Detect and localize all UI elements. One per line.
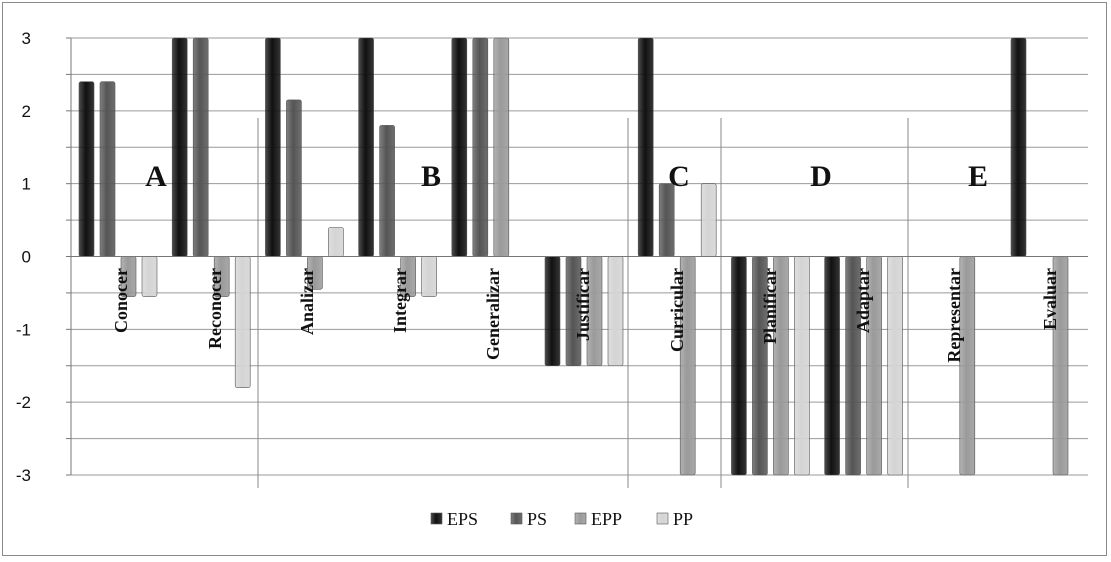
y-tick-label: 3	[22, 29, 31, 48]
group-label-d: D	[810, 160, 832, 193]
bar-ps-conocer	[99, 81, 116, 257]
legend-swatch	[510, 512, 523, 525]
y-tick-label: 2	[22, 102, 31, 121]
bar-eps-conocer	[78, 81, 95, 257]
y-tick-label: -3	[16, 466, 31, 485]
bar-pp-justificar	[607, 256, 624, 367]
category-label-evaluar: Evaluar	[1040, 268, 1060, 330]
y-tick-label: 0	[22, 248, 31, 267]
bar-ps-curricular	[658, 183, 675, 257]
bar-ps-integrar	[379, 125, 395, 257]
bar-eps-curricular	[637, 37, 654, 257]
labels: 3 2 1 0 -1 -2 -3 Conocer Reconocer Analizar Integr…	[16, 29, 1060, 485]
category-label-adaptar: Adaptar	[853, 268, 873, 333]
legend-swatch	[574, 512, 587, 525]
bar-pp-planificar	[794, 256, 810, 476]
group-label-c: C	[668, 160, 690, 193]
group-label-e: E	[968, 160, 988, 193]
bar-pp-adaptar	[887, 256, 903, 476]
legend-item-eps: EPS	[430, 509, 478, 529]
category-label-planificar: Planificar	[760, 268, 780, 344]
bar-eps-reconocer	[171, 37, 188, 257]
group-label-a: A	[145, 160, 167, 193]
bar-chart: 3 2 1 0 -1 -2 -3 Conocer Reconocer Analizar Integr…	[16, 29, 1088, 529]
legend-swatch	[656, 512, 669, 525]
group-dividers	[257, 118, 909, 488]
y-tick-label: 1	[22, 175, 31, 194]
bar-eps-planificar	[731, 256, 747, 476]
y-tick-label: -1	[16, 320, 31, 339]
bar-eps-adaptar	[824, 256, 840, 476]
legend: EPS PS EPP PP	[430, 509, 693, 529]
bar-eps-justificar	[544, 256, 561, 367]
category-label-integrar: Integrar	[390, 268, 410, 333]
legend-label: EPP	[591, 509, 622, 529]
category-label-conocer: Conocer	[111, 268, 131, 333]
bar-eps-evaluar	[1010, 37, 1027, 257]
category-label-analizar: Analizar	[297, 268, 317, 335]
bar-eps-integrar	[358, 37, 374, 257]
bar-ps-analizar	[286, 99, 302, 257]
legend-label: PS	[527, 509, 547, 529]
group-label-b: B	[421, 160, 441, 193]
legend-label: PP	[673, 509, 693, 529]
y-tick-label: -2	[16, 393, 31, 412]
category-label-reconocer: Reconocer	[205, 268, 225, 349]
category-label-generalizar: Generalizar	[483, 268, 503, 360]
category-label-curricular: Curricular	[667, 268, 687, 352]
bar-pp-reconocer	[234, 256, 251, 388]
axes	[66, 37, 1088, 476]
bar-epp-generalizar	[493, 37, 510, 257]
legend-item-ps: PS	[510, 509, 547, 529]
category-label-representar: Representar	[944, 268, 964, 363]
bar-pp-integrar	[421, 256, 437, 297]
bar-ps-reconocer	[192, 37, 209, 257]
bar-pp-curricular	[700, 183, 717, 257]
legend-swatch	[430, 512, 443, 525]
legend-label: EPS	[447, 509, 478, 529]
bar-eps-analizar	[265, 37, 281, 257]
bar-ps-generalizar	[472, 37, 489, 257]
category-label-justificar: Justificar	[573, 268, 593, 341]
legend-item-epp: EPP	[574, 509, 622, 529]
bar-pp-conocer	[141, 256, 158, 297]
bar-pp-analizar	[328, 227, 344, 257]
bar-eps-generalizar	[451, 37, 468, 257]
legend-item-pp: PP	[656, 509, 693, 529]
